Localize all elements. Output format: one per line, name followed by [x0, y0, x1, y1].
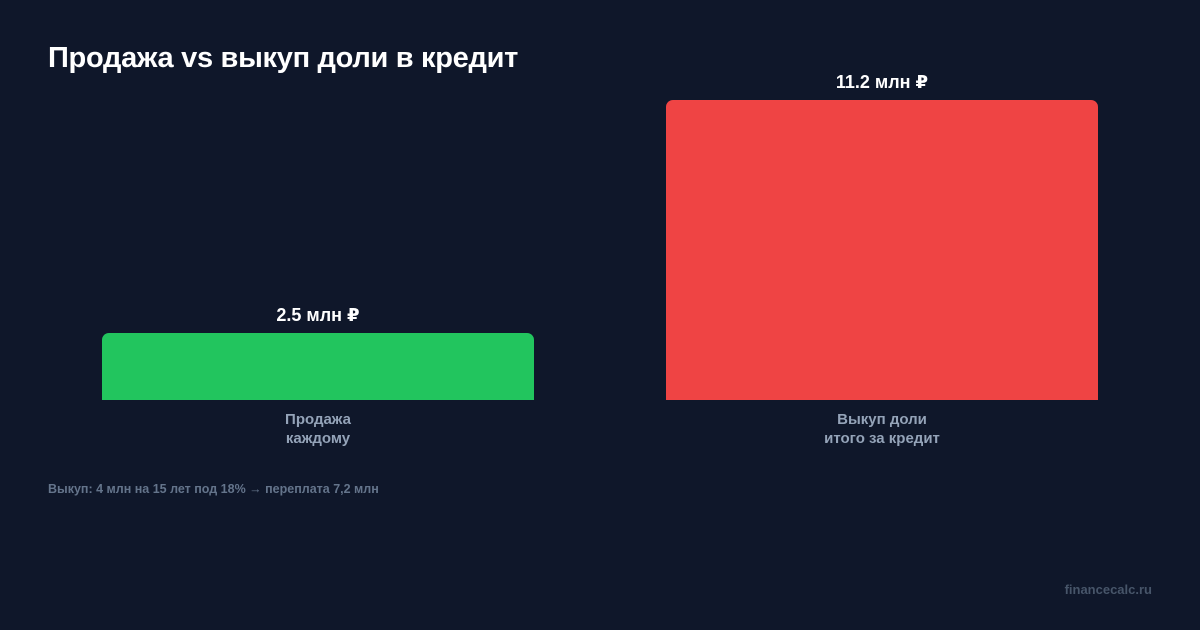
bar-category-label-line2: каждому	[285, 430, 351, 447]
bar-buyout	[666, 100, 1098, 400]
bar-category-label-buyout: Выкуп доли итого за кредит	[666, 410, 1098, 448]
bar-value-label-sell: 2.5 млн ₽	[276, 305, 360, 325]
bar-category-label-sell: Продажа каждому	[102, 410, 534, 448]
footnote: Выкуп: 4 млн на 15 лет под 18% → перепла…	[48, 482, 379, 496]
chart-title: Продажа vs выкуп доли в кредит	[48, 42, 519, 74]
bar-category-label-line2: итого за кредит	[824, 430, 940, 447]
bar-category-label-line1: Продажа	[285, 411, 351, 428]
bar-value-label-buyout: 11.2 млн ₽	[835, 72, 929, 92]
bar-category-label-line1: Выкуп доли	[837, 411, 927, 428]
bar-sell	[102, 333, 534, 400]
watermark: financecalc.ru	[1064, 582, 1152, 597]
